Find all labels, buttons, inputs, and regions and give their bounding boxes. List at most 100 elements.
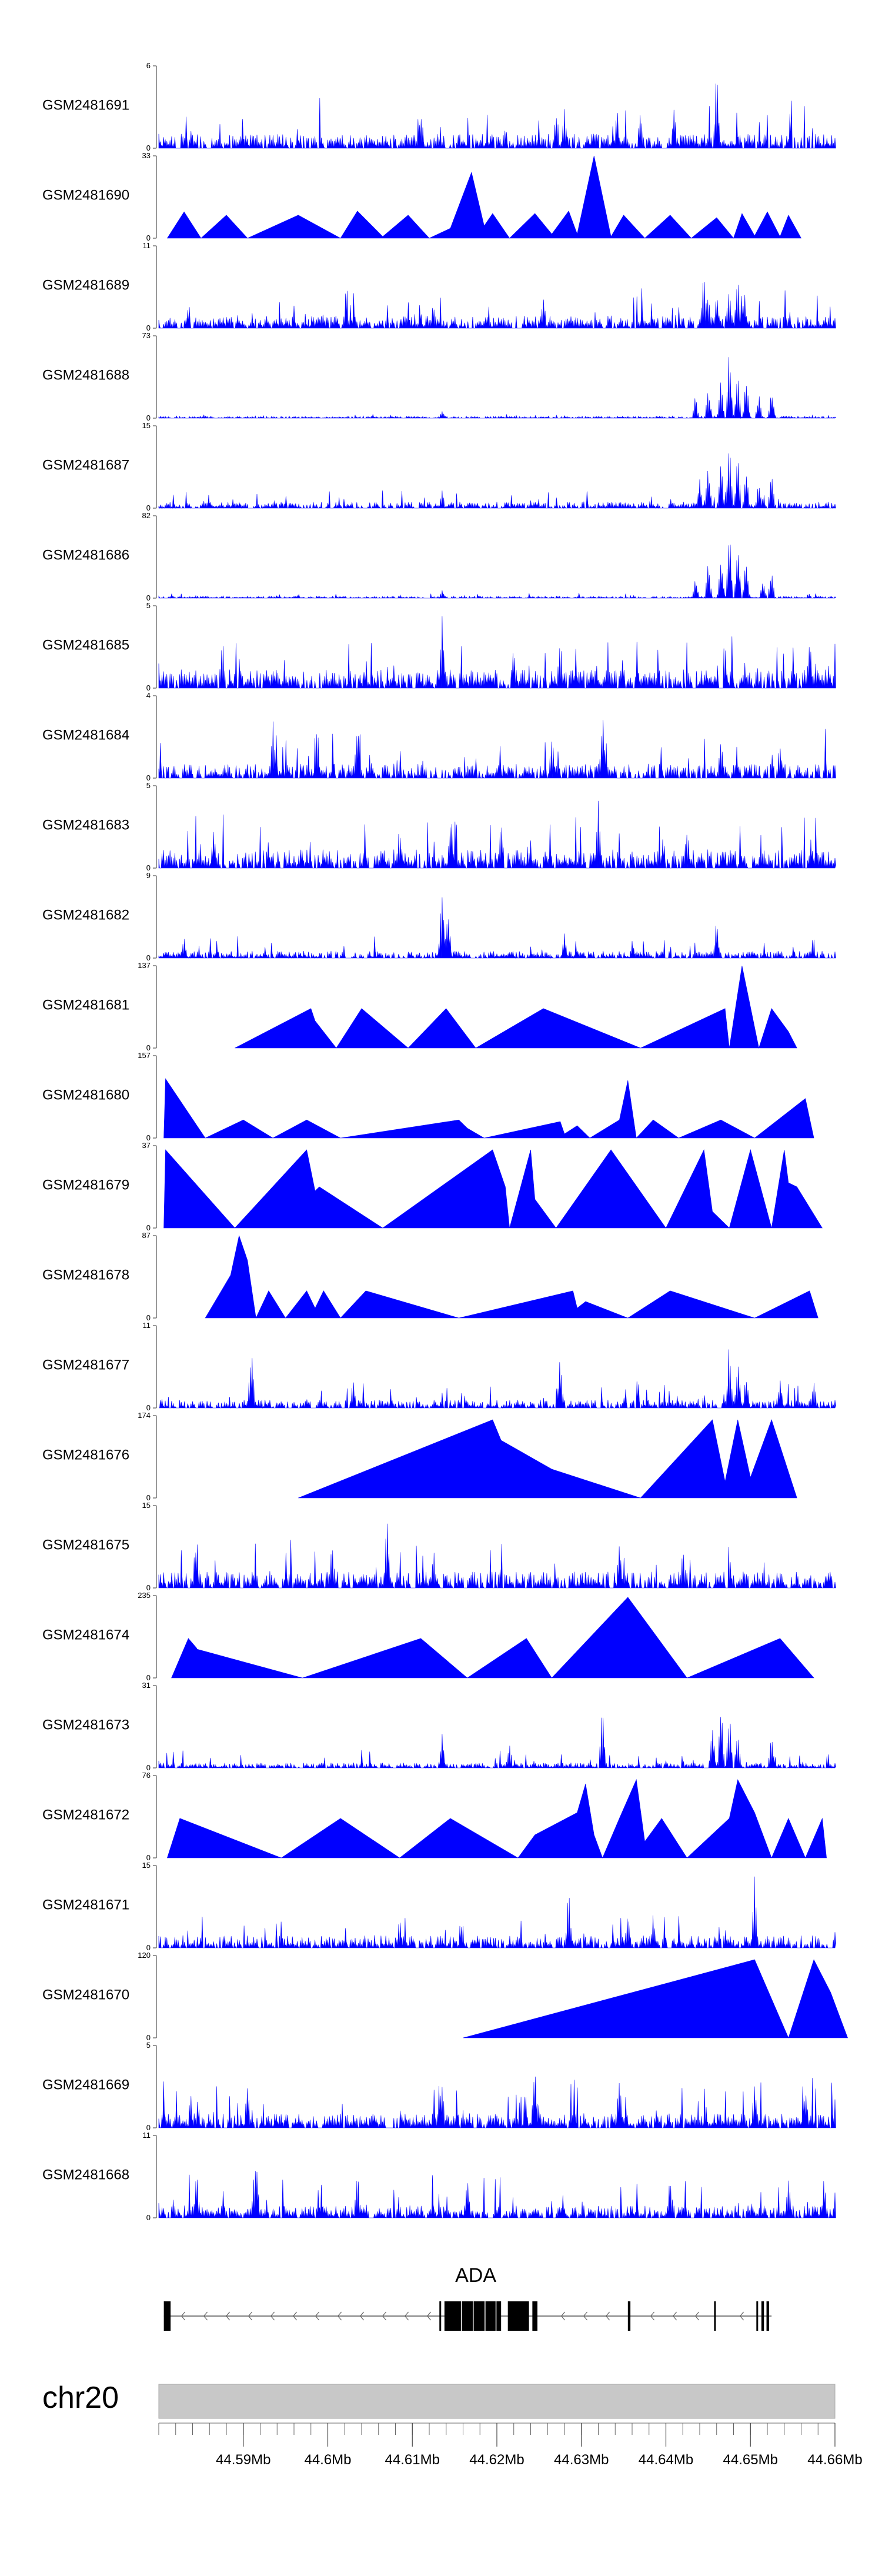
track-ymin-label: 0 (146, 953, 151, 962)
track-label: GSM2481670 (42, 1987, 129, 2003)
track-ymin-label: 0 (146, 1853, 151, 1862)
track-label: GSM2481684 (42, 727, 129, 743)
track-signal-area (158, 1876, 836, 1949)
track-label: GSM2481671 (42, 1897, 129, 1913)
track-label: GSM2481686 (42, 547, 129, 563)
axis-tick-label: 44.6Mb (304, 2452, 351, 2468)
exon-block (766, 2301, 769, 2331)
track-ymin-label: 0 (146, 1763, 151, 1772)
track-label: GSM2481680 (42, 1087, 129, 1103)
track-ymin-label: 0 (146, 1943, 151, 1952)
gene-name-label: ADA (455, 2264, 496, 2287)
chromosome-ideogram (158, 2384, 836, 2419)
track-signal-area (158, 282, 836, 329)
strand-arrow (583, 2311, 588, 2321)
track-signal-area (158, 1523, 836, 1589)
axis-tick-label: 44.61Mb (385, 2452, 440, 2468)
track-ymax-label: 120 (138, 1951, 151, 1960)
track-label: GSM2481690 (42, 187, 129, 203)
track-ymax-label: 73 (142, 331, 151, 340)
strand-arrow (404, 2311, 409, 2321)
strand-arrow (181, 2311, 186, 2321)
track-ymax-label: 6 (146, 61, 151, 70)
track-label: GSM2481675 (42, 1537, 129, 1553)
exon-block (627, 2301, 631, 2331)
strand-arrow (248, 2311, 253, 2321)
track-signal-area (158, 84, 836, 149)
exon-block (507, 2301, 529, 2331)
track-signal-area (158, 2076, 836, 2128)
exon-block (439, 2301, 442, 2331)
exon-block (761, 2301, 764, 2331)
track-ymin-label: 0 (146, 1493, 151, 1502)
track-label: GSM2481683 (42, 817, 129, 833)
track-ymax-label: 174 (138, 1411, 151, 1420)
axis-tick-label: 44.65Mb (723, 2452, 778, 2468)
track-ymax-label: 82 (142, 511, 151, 520)
track-ymax-label: 76 (142, 1771, 151, 1780)
strand-arrow (359, 2311, 365, 2321)
track-signal-area (158, 357, 836, 419)
track-ymax-label: 9 (146, 871, 151, 880)
track-label: GSM2481678 (42, 1267, 129, 1283)
track-ymin-label: 0 (146, 1313, 151, 1322)
track-label: GSM2481676 (42, 1447, 129, 1463)
axis-tick-label: 44.64Mb (639, 2452, 693, 2468)
track-signal-area (166, 1778, 827, 1858)
strand-arrow (382, 2311, 387, 2321)
track-signal-area (205, 1234, 818, 1319)
track-ymax-label: 11 (143, 241, 151, 250)
track-label: GSM2481689 (42, 277, 129, 293)
strand-arrow (739, 2311, 744, 2321)
track-label: GSM2481677 (42, 1357, 129, 1373)
track-ymax-label: 15 (142, 1861, 151, 1870)
track-ymax-label: 31 (142, 1681, 151, 1690)
track-ymin-label: 0 (146, 2033, 151, 2042)
track-label: GSM2481681 (42, 997, 129, 1013)
track-signal-area (166, 155, 802, 239)
exon-block (756, 2301, 759, 2331)
exon-block (714, 2301, 716, 2331)
track-ymin-label: 0 (146, 2213, 151, 2222)
axis-tick-label: 44.59Mb (216, 2452, 270, 2468)
strand-arrow (650, 2311, 655, 2321)
track-ymax-label: 11 (143, 1321, 151, 1330)
strand-arrow (605, 2311, 610, 2321)
track-ymin-label: 0 (146, 1043, 151, 1052)
track-ymax-label: 87 (142, 1231, 151, 1240)
track-label: GSM2481674 (42, 1627, 129, 1643)
axis-tick-label: 44.63Mb (554, 2452, 609, 2468)
track-label: GSM2481672 (42, 1807, 129, 1823)
track-ymax-label: 4 (146, 691, 151, 700)
track-signal-area (158, 545, 836, 599)
strand-arrow (426, 2311, 432, 2321)
track-ymin-label: 0 (146, 773, 151, 782)
track-ymin-label: 0 (146, 1223, 151, 1232)
track-ymin-label: 0 (146, 413, 151, 422)
track-ymin-label: 0 (146, 863, 151, 872)
track-ymin-label: 0 (146, 144, 151, 152)
track-signal-area (235, 965, 797, 1049)
exon-block (532, 2301, 537, 2331)
track-signal-area (158, 2171, 836, 2219)
track-ymax-label: 11 (143, 2131, 151, 2140)
track-signal-area (158, 616, 836, 689)
track-signal-area (171, 1597, 814, 1679)
track-label: GSM2481685 (42, 637, 129, 653)
track-signal-area (158, 897, 836, 959)
track-signal-area (158, 1717, 836, 1769)
track-ymin-label: 0 (146, 1133, 151, 1142)
track-ymax-label: 157 (138, 1051, 151, 1060)
track-signal-area (298, 1419, 797, 1499)
track-ymin-label: 0 (146, 593, 151, 602)
track-ymin-label: 0 (146, 323, 151, 332)
strand-arrow (337, 2311, 342, 2321)
track-ymin-label: 0 (146, 233, 151, 242)
track-ymax-label: 37 (142, 1141, 151, 1150)
track-signal-area (463, 1959, 848, 2038)
track-ymax-label: 5 (146, 781, 151, 790)
strand-arrow (203, 2311, 208, 2321)
track-ymax-label: 5 (146, 2041, 151, 2050)
track-label: GSM2481673 (42, 1717, 129, 1733)
